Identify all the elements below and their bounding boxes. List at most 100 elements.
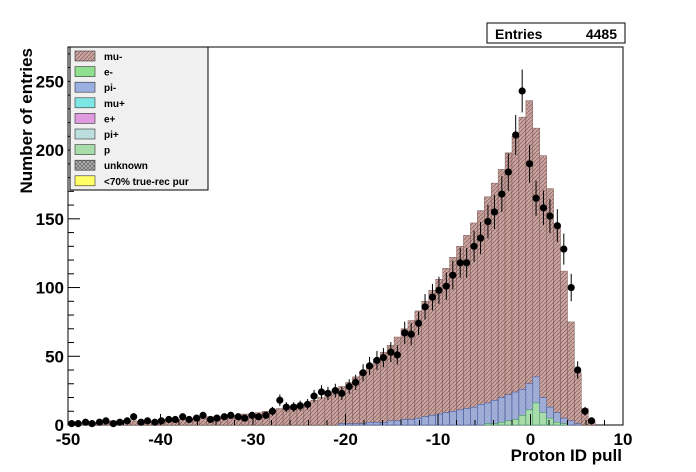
data-point xyxy=(587,417,596,425)
stats-label: Entries xyxy=(495,26,543,42)
x-axis-title: Proton ID pull xyxy=(511,446,622,465)
mu-minus-bar xyxy=(317,397,325,426)
legend-swatch-6 xyxy=(74,144,96,155)
data-point xyxy=(248,411,256,419)
background-stack-bar xyxy=(463,408,471,426)
data-point xyxy=(254,413,263,421)
legend-label-5: pi+ xyxy=(104,130,119,141)
background-stack-bar xyxy=(442,412,450,426)
data-point xyxy=(338,389,346,397)
background-stack-bar xyxy=(345,423,353,426)
data-point xyxy=(290,403,298,411)
legend-swatch-3 xyxy=(74,97,96,109)
proton-bar xyxy=(525,409,534,426)
background-stack-bar xyxy=(435,413,443,426)
proton-bar xyxy=(497,422,506,426)
data-point xyxy=(165,415,173,424)
stats-value: 4485 xyxy=(586,26,617,42)
y-tick-label: 150 xyxy=(36,210,64,229)
legend-label-3: mu+ xyxy=(104,99,125,110)
legend-swatch-8 xyxy=(74,175,96,187)
data-point xyxy=(151,418,159,426)
proton-bar xyxy=(532,402,540,426)
data-point xyxy=(95,418,104,426)
data-point xyxy=(241,414,249,422)
data-point xyxy=(428,293,437,301)
background-stack-bar xyxy=(407,419,416,426)
data-points-layer xyxy=(68,69,596,428)
data-point xyxy=(185,415,193,424)
data-point xyxy=(157,417,166,425)
background-stack-bar xyxy=(386,420,395,426)
proton-bar xyxy=(518,415,527,426)
data-point xyxy=(102,417,110,425)
data-point xyxy=(331,387,339,395)
mu-minus-bar xyxy=(421,301,429,426)
data-point xyxy=(310,392,318,400)
data-point xyxy=(574,366,582,374)
data-point xyxy=(303,400,312,408)
data-point xyxy=(442,282,450,290)
background-stack-bar xyxy=(359,423,367,426)
background-stack-bar xyxy=(449,411,457,426)
legend-label-7: unknown xyxy=(104,161,148,172)
data-point xyxy=(81,418,90,426)
legend: mu-e-pi-mu+ e+ pi+ p unknown <70% true-rec pu… xyxy=(69,46,209,191)
data-point xyxy=(484,217,492,226)
mu-minus-bar xyxy=(518,116,527,426)
y-tick-label: 250 xyxy=(36,72,64,91)
mu-minus-bar xyxy=(130,420,138,426)
data-point xyxy=(317,388,326,396)
data-point xyxy=(393,351,401,359)
proton-bar xyxy=(490,423,499,426)
data-point xyxy=(512,131,520,139)
stats-box-frame xyxy=(486,22,626,44)
data-point xyxy=(379,354,388,362)
background-stack-bar xyxy=(352,423,360,426)
data-point xyxy=(581,407,589,415)
data-point xyxy=(539,204,548,212)
data-point xyxy=(345,382,353,391)
data-point xyxy=(546,212,554,220)
data-point xyxy=(116,418,124,426)
data-point xyxy=(109,420,117,428)
background-stack-bar xyxy=(400,419,409,426)
data-point xyxy=(365,362,374,370)
background-stack-bar xyxy=(393,420,402,426)
background-stack-bar xyxy=(428,415,436,426)
proton-bar xyxy=(504,420,513,426)
legend-swatch-5 xyxy=(74,128,96,140)
data-point xyxy=(359,369,367,377)
data-point xyxy=(213,414,221,422)
data-point xyxy=(567,283,575,292)
legend-swatch-2 xyxy=(74,81,96,93)
data-point xyxy=(227,411,235,419)
background-stack-bar xyxy=(484,402,492,426)
legend-label-4: e+ xyxy=(104,114,116,125)
data-point xyxy=(421,303,429,311)
data-point xyxy=(476,234,485,242)
background-stack-bar xyxy=(421,416,429,426)
y-tick-label: 100 xyxy=(36,279,64,298)
data-point xyxy=(171,415,179,424)
data-point xyxy=(435,286,443,294)
proton-bar xyxy=(560,423,568,426)
x-tick-label: -10 xyxy=(426,430,451,449)
mu-minus-bar xyxy=(310,400,318,426)
mu-minus-bar xyxy=(428,290,436,426)
data-point xyxy=(470,242,478,250)
proton-bar xyxy=(511,419,520,426)
mu-minus-bar xyxy=(553,225,561,426)
legend-swatch-1 xyxy=(74,66,96,77)
data-point xyxy=(199,411,207,419)
background-stack-bar xyxy=(574,423,582,426)
proton-bar xyxy=(553,422,561,426)
data-point xyxy=(498,190,506,198)
background-stack-bar xyxy=(470,406,478,426)
data-point xyxy=(88,420,96,428)
data-point xyxy=(518,87,526,95)
legend-label-1: e- xyxy=(104,68,113,79)
data-point xyxy=(532,194,540,202)
legend-label-2: pi- xyxy=(104,83,116,94)
